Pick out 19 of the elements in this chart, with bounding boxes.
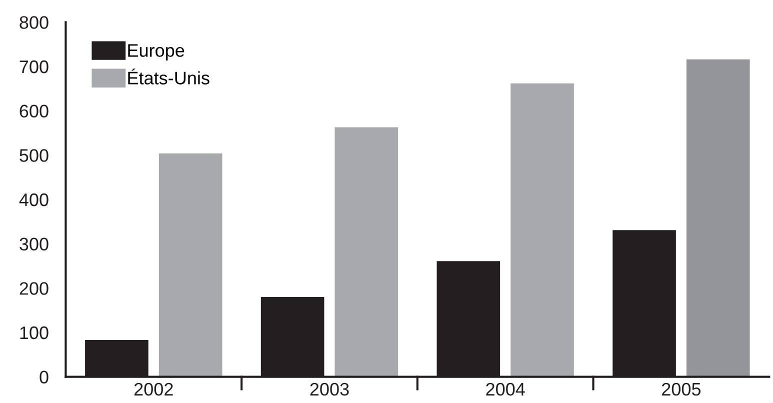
x-tick-label: 2002 [134, 382, 173, 396]
bar [510, 83, 574, 377]
y-tick-label: 800 [20, 16, 48, 29]
legend-label: États-Unis [128, 68, 210, 84]
y-tick-label: 0 [40, 370, 48, 384]
y-tick-label: 400 [19, 193, 48, 206]
x-tick-label: 2004 [486, 382, 525, 396]
y-tick-label: 300 [20, 238, 48, 251]
y-tick-label: 700 [20, 60, 48, 74]
bar [686, 59, 750, 377]
y-tick-label: 500 [20, 149, 48, 162]
bar [158, 153, 222, 377]
x-tick-label: 2005 [662, 382, 701, 396]
y-tick-label: 100 [20, 326, 48, 340]
legend-label: Europe [128, 44, 184, 60]
bar [334, 127, 398, 377]
x-tick-label: 2003 [310, 382, 349, 396]
y-tick-label: 600 [20, 104, 48, 118]
y-tick-label: 200 [20, 282, 48, 295]
